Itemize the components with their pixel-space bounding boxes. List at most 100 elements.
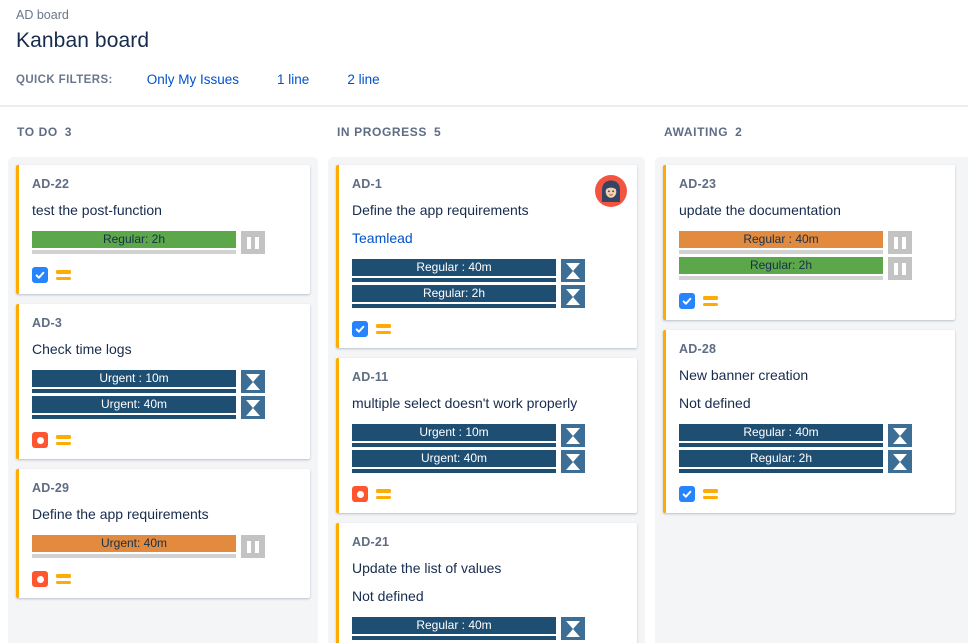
pause-button[interactable] [888, 231, 912, 254]
time-tracker-row: Regular : 40m [679, 231, 943, 254]
time-tracker-bar: Urgent : 10m [352, 424, 556, 447]
pause-button[interactable] [888, 257, 912, 280]
time-tracker-bar: Regular : 40m [352, 259, 556, 282]
time-tracker-progress: Regular : 40m [352, 617, 556, 634]
hourglass-button[interactable] [888, 424, 912, 447]
quick-filters-list: Only My Issues 1 line 2 line [113, 71, 380, 89]
card-footer [32, 432, 298, 448]
time-tracker-track [352, 636, 556, 640]
time-tracker-progress: Urgent : 10m [352, 424, 556, 441]
time-tracker-label: Urgent: 40m [420, 451, 488, 465]
time-tracker-progress: Regular: 2h [32, 231, 236, 248]
hourglass-icon [566, 453, 580, 462]
card-ad-28[interactable]: AD-28 New banner creation Not defined Regul… [663, 330, 955, 513]
hourglass-icon [566, 461, 580, 470]
column-count: 5 [433, 125, 442, 139]
time-trackers: Regular : 40m Regular: 2h [679, 424, 943, 473]
pause-icon [902, 262, 906, 275]
hourglass-button[interactable] [888, 450, 912, 473]
time-tracker-bar: Regular: 2h [32, 231, 236, 254]
issue-key[interactable]: AD-11 [352, 370, 389, 384]
medium-priority-icon [56, 572, 72, 586]
hourglass-button[interactable] [241, 396, 265, 419]
card-footer [352, 321, 625, 337]
issue-key[interactable]: AD-29 [32, 481, 70, 495]
time-tracker-track [32, 250, 236, 254]
bug-type-icon [32, 571, 48, 587]
time-tracker-label: Regular: 2h [749, 258, 813, 272]
time-tracker-label: Regular : 40m [743, 425, 819, 439]
time-tracker-bar: Regular: 2h [352, 285, 556, 308]
time-tracker-label: Regular: 2h [749, 451, 813, 465]
card-footer [679, 293, 943, 309]
card-ad-3[interactable]: AD-3 Check time logs Urgent : 10m Urgent: 4… [16, 304, 310, 459]
bug-dot-icon [36, 436, 44, 444]
time-trackers: Regular : 40m Regular: 2h [679, 231, 943, 280]
time-tracker-label: Urgent : 10m [99, 371, 169, 385]
card-ad-29[interactable]: AD-29 Define the app requirements Urgent: … [16, 469, 310, 598]
time-tracker-bar: Regular : 40m [679, 231, 883, 254]
issue-key[interactable]: AD-28 [679, 342, 717, 356]
quick-filter-1-line[interactable]: 1 line [277, 72, 310, 87]
hourglass-icon [893, 435, 907, 444]
time-tracker-track [679, 250, 883, 254]
hourglass-button[interactable] [561, 285, 585, 308]
assignee-avatar[interactable] [595, 175, 627, 207]
page-title: Kanban board [16, 29, 150, 52]
quick-filters-label: QUICK FILTERS: [16, 74, 113, 86]
quick-filter-2-line[interactable]: 2 line [347, 72, 380, 87]
time-tracker-track [352, 469, 556, 473]
card-ad-11[interactable]: AD-11 multiple select doesn't work proper… [336, 358, 637, 513]
time-tracker-label: Urgent: 40m [100, 536, 168, 550]
issue-summary: update the documentation [679, 202, 841, 218]
breadcrumb[interactable]: AD board [16, 8, 69, 22]
column-awaiting: AWAITING 2 AD-23 update the documentation Re… [655, 107, 968, 643]
hourglass-icon [893, 461, 907, 470]
time-trackers: Urgent: 40m [32, 535, 298, 558]
task-type-icon [32, 267, 48, 283]
time-tracker-bar: Urgent: 40m [352, 450, 556, 473]
card-ad-1[interactable]: AD-1 Define the app requirements Teamlead R… [336, 165, 637, 348]
issue-key[interactable]: AD-3 [32, 316, 62, 330]
card-footer [679, 486, 943, 502]
bug-dot-icon [356, 490, 364, 498]
hourglass-icon [566, 270, 580, 279]
column-body: AD-22 test the post-function Regular: 2h AD… [8, 157, 318, 643]
pause-icon [255, 236, 259, 249]
time-tracker-label: Urgent : 10m [419, 425, 489, 439]
quick-filter-only-my-issues[interactable]: Only My Issues [146, 72, 240, 87]
issue-summary: New banner creation [679, 367, 809, 383]
hourglass-button[interactable] [561, 424, 585, 447]
column-header: IN PROGRESS 5 [328, 107, 645, 157]
issue-summary: Update the list of values [352, 560, 502, 576]
hourglass-button[interactable] [241, 370, 265, 393]
issue-summary: Check time logs [32, 341, 132, 357]
time-tracker-progress: Regular : 40m [679, 231, 883, 248]
time-tracker-row: Regular: 2h [679, 450, 943, 473]
time-tracker-track [352, 443, 556, 447]
pause-icon [894, 262, 898, 275]
issue-key[interactable]: AD-22 [32, 177, 70, 191]
issue-key[interactable]: AD-23 [679, 177, 717, 191]
card-ad-22[interactable]: AD-22 test the post-function Regular: 2h [16, 165, 310, 294]
column-to-do: TO DO 3 AD-22 test the post-function Regular… [8, 107, 318, 643]
time-tracker-row: Urgent: 40m [32, 535, 298, 558]
hourglass-icon [246, 399, 260, 408]
pause-button[interactable] [241, 231, 265, 254]
time-tracker-progress: Regular : 40m [679, 424, 883, 441]
pause-button[interactable] [241, 535, 265, 558]
hourglass-button[interactable] [561, 450, 585, 473]
time-tracker-bar: Regular: 2h [679, 257, 883, 280]
card-ad-21[interactable]: AD-21 Update the list of values Not define… [336, 523, 637, 643]
issue-field-link[interactable]: Teamlead [352, 230, 413, 246]
header-divider [0, 105, 968, 107]
issue-key[interactable]: AD-1 [352, 177, 382, 191]
card-ad-23[interactable]: AD-23 update the documentation Regular : 4… [663, 165, 955, 320]
hourglass-button[interactable] [561, 617, 585, 640]
time-tracker-label: Regular: 2h [422, 286, 486, 300]
hourglass-button[interactable] [561, 259, 585, 282]
column-count: 3 [64, 125, 73, 139]
time-tracker-progress: Urgent : 10m [32, 370, 236, 387]
issue-key[interactable]: AD-21 [352, 535, 390, 549]
card-footer [352, 486, 625, 502]
